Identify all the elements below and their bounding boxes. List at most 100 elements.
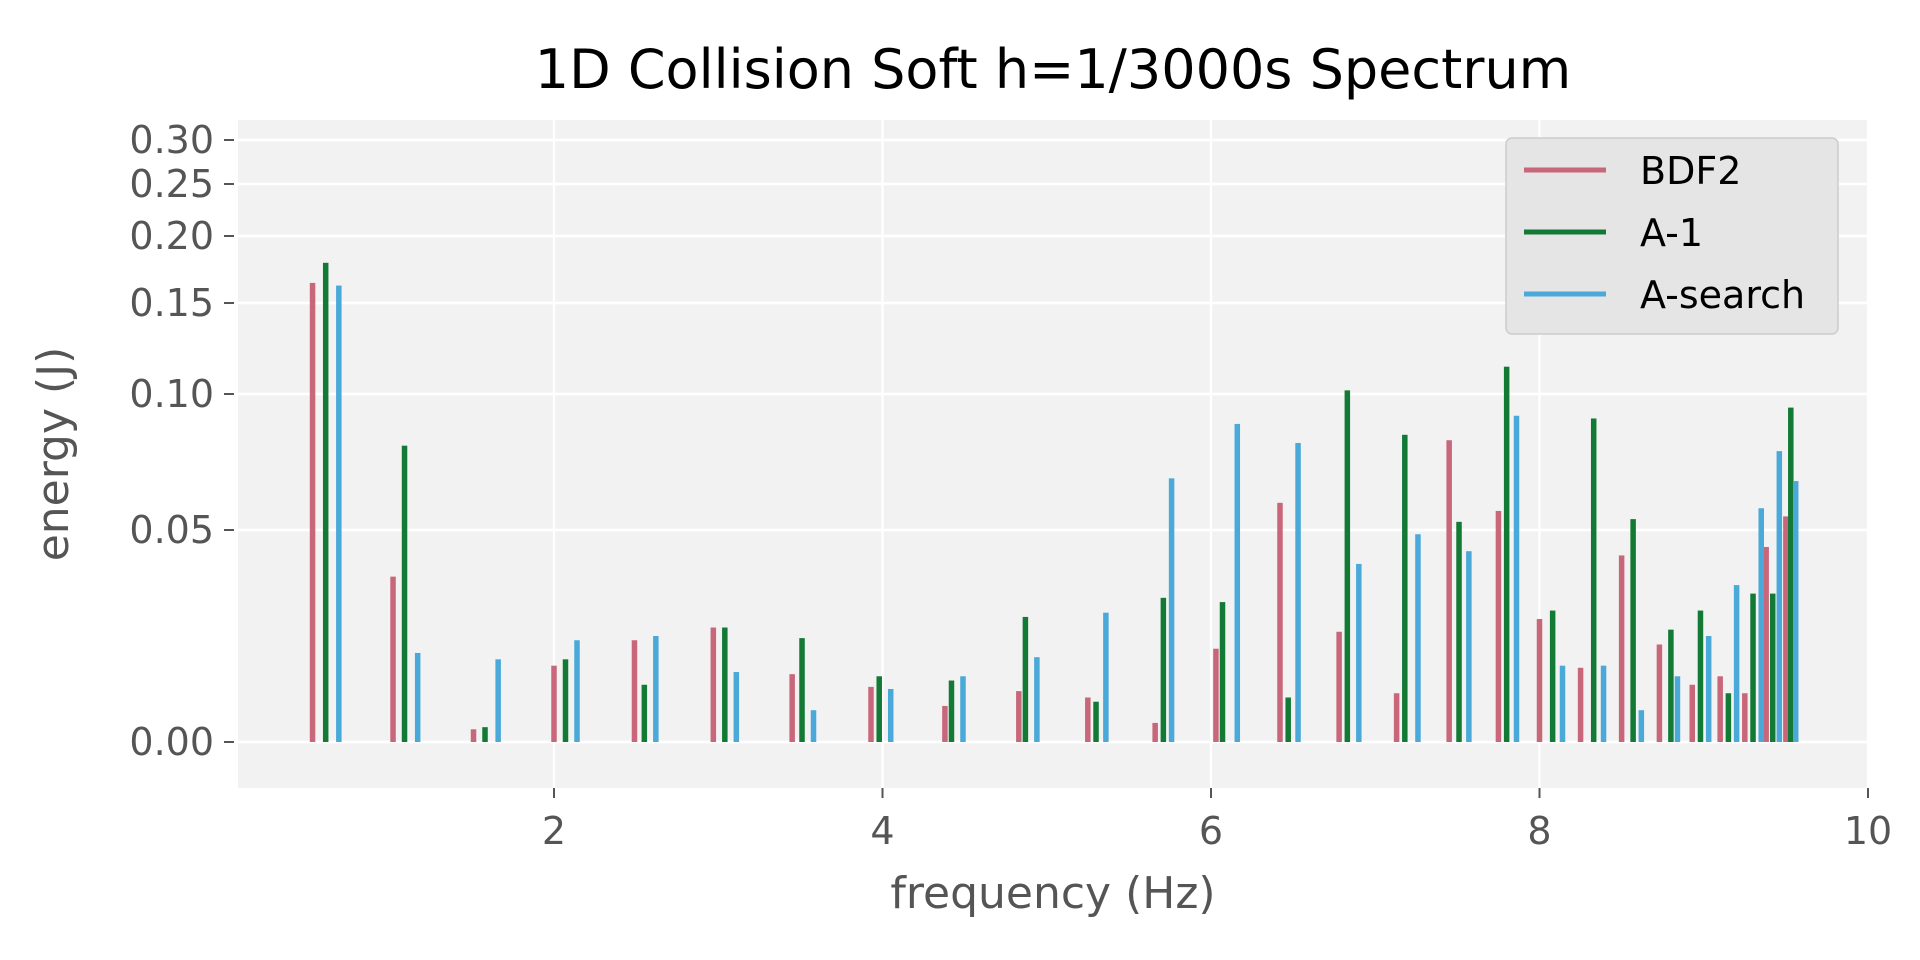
legend: BDF2 A-1 A-search bbox=[1505, 137, 1839, 335]
bar bbox=[1763, 546, 1769, 742]
bar bbox=[887, 689, 894, 742]
x-tick-label: 6 bbox=[1199, 809, 1223, 853]
x-tick-label: 2 bbox=[542, 809, 566, 853]
bar bbox=[653, 636, 659, 742]
bar bbox=[1697, 610, 1704, 742]
bar bbox=[1577, 667, 1584, 742]
bar bbox=[1168, 478, 1175, 742]
x-tick-label: 10 bbox=[1844, 809, 1892, 853]
series-a-search bbox=[336, 285, 1799, 742]
bar bbox=[1295, 442, 1301, 742]
bar bbox=[1725, 693, 1732, 742]
bar bbox=[722, 627, 728, 742]
bar bbox=[1213, 648, 1219, 742]
bar bbox=[1600, 665, 1607, 742]
bar bbox=[1402, 434, 1408, 742]
y-axis-label: energy (J) bbox=[28, 347, 79, 562]
bar bbox=[1656, 644, 1663, 742]
bar bbox=[789, 674, 795, 742]
y-tick-label: 0.20 bbox=[129, 214, 214, 258]
bar bbox=[1344, 390, 1351, 742]
bar bbox=[1638, 710, 1645, 742]
bar bbox=[336, 285, 342, 742]
bar bbox=[1668, 629, 1674, 742]
bar bbox=[799, 638, 805, 742]
x-axis-label: frequency (Hz) bbox=[890, 868, 1215, 919]
bar bbox=[1234, 423, 1241, 742]
bar bbox=[1674, 676, 1681, 742]
bar bbox=[631, 640, 638, 742]
bar bbox=[1103, 612, 1109, 742]
bar bbox=[1356, 563, 1362, 742]
bar bbox=[1093, 701, 1099, 742]
bar bbox=[562, 659, 569, 742]
bar bbox=[1495, 510, 1502, 742]
bar bbox=[960, 676, 966, 742]
y-tick-label: 0.15 bbox=[129, 281, 214, 325]
bar bbox=[1466, 551, 1472, 742]
bar bbox=[1336, 631, 1342, 742]
bar bbox=[733, 672, 740, 742]
y-tick-label: 0.30 bbox=[129, 118, 214, 162]
y-tick-label: 0.00 bbox=[129, 720, 214, 764]
bar bbox=[1559, 665, 1566, 742]
bar bbox=[1285, 697, 1291, 742]
legend-box bbox=[1505, 137, 1839, 335]
bar bbox=[810, 710, 817, 742]
y-tick-label: 0.25 bbox=[129, 162, 214, 206]
bar bbox=[1219, 602, 1226, 742]
bar bbox=[574, 640, 580, 742]
bar bbox=[1393, 693, 1400, 742]
bar bbox=[1160, 597, 1167, 742]
bar bbox=[1792, 481, 1799, 742]
bar bbox=[1085, 697, 1091, 742]
bar bbox=[309, 282, 316, 742]
bar bbox=[1717, 676, 1723, 742]
bar bbox=[1758, 508, 1764, 742]
bar bbox=[1016, 691, 1022, 742]
x-tick-label: 4 bbox=[870, 809, 894, 853]
bar bbox=[1618, 555, 1625, 742]
bar bbox=[868, 686, 874, 742]
bar bbox=[710, 627, 717, 742]
bar bbox=[401, 445, 408, 742]
bar bbox=[1783, 516, 1789, 742]
x-tick-label: 8 bbox=[1527, 809, 1551, 853]
legend-entry: A-search bbox=[1640, 273, 1805, 317]
legend-entry: A-1 bbox=[1640, 211, 1703, 255]
bar bbox=[1503, 366, 1510, 742]
bar bbox=[482, 727, 488, 742]
bar bbox=[1733, 585, 1740, 742]
bar bbox=[942, 705, 948, 742]
bar bbox=[1788, 407, 1794, 742]
bar bbox=[1689, 684, 1696, 742]
bar bbox=[1705, 636, 1712, 742]
bar bbox=[641, 684, 648, 742]
bar bbox=[948, 680, 955, 742]
y-tick-label: 0.05 bbox=[129, 508, 214, 552]
bar bbox=[470, 729, 477, 742]
series-bdf2 bbox=[309, 282, 1789, 742]
bar bbox=[1415, 534, 1421, 742]
bar bbox=[1549, 610, 1556, 742]
series-a-1 bbox=[322, 262, 1794, 742]
axes: 2 4 6 8 10 0.00 0.05 0.10 0.15 0.20 0.250.30 bbox=[129, 118, 1892, 853]
bar bbox=[1022, 616, 1029, 742]
bar bbox=[1742, 693, 1748, 742]
bar bbox=[1277, 502, 1283, 742]
y-tick-label: 0.10 bbox=[129, 372, 214, 416]
bar bbox=[551, 665, 557, 742]
bar bbox=[1769, 593, 1776, 742]
bar bbox=[414, 652, 421, 742]
bar bbox=[390, 576, 396, 742]
bar bbox=[1034, 657, 1040, 742]
bar bbox=[1536, 619, 1543, 742]
bar bbox=[1590, 418, 1597, 742]
chart-title: 1D Collision Soft h=1/3000s Spectrum bbox=[535, 38, 1572, 101]
bar bbox=[322, 262, 329, 742]
bar bbox=[495, 659, 501, 742]
bars bbox=[309, 262, 1799, 742]
bar bbox=[1750, 593, 1756, 742]
legend-entry: BDF2 bbox=[1640, 149, 1741, 193]
